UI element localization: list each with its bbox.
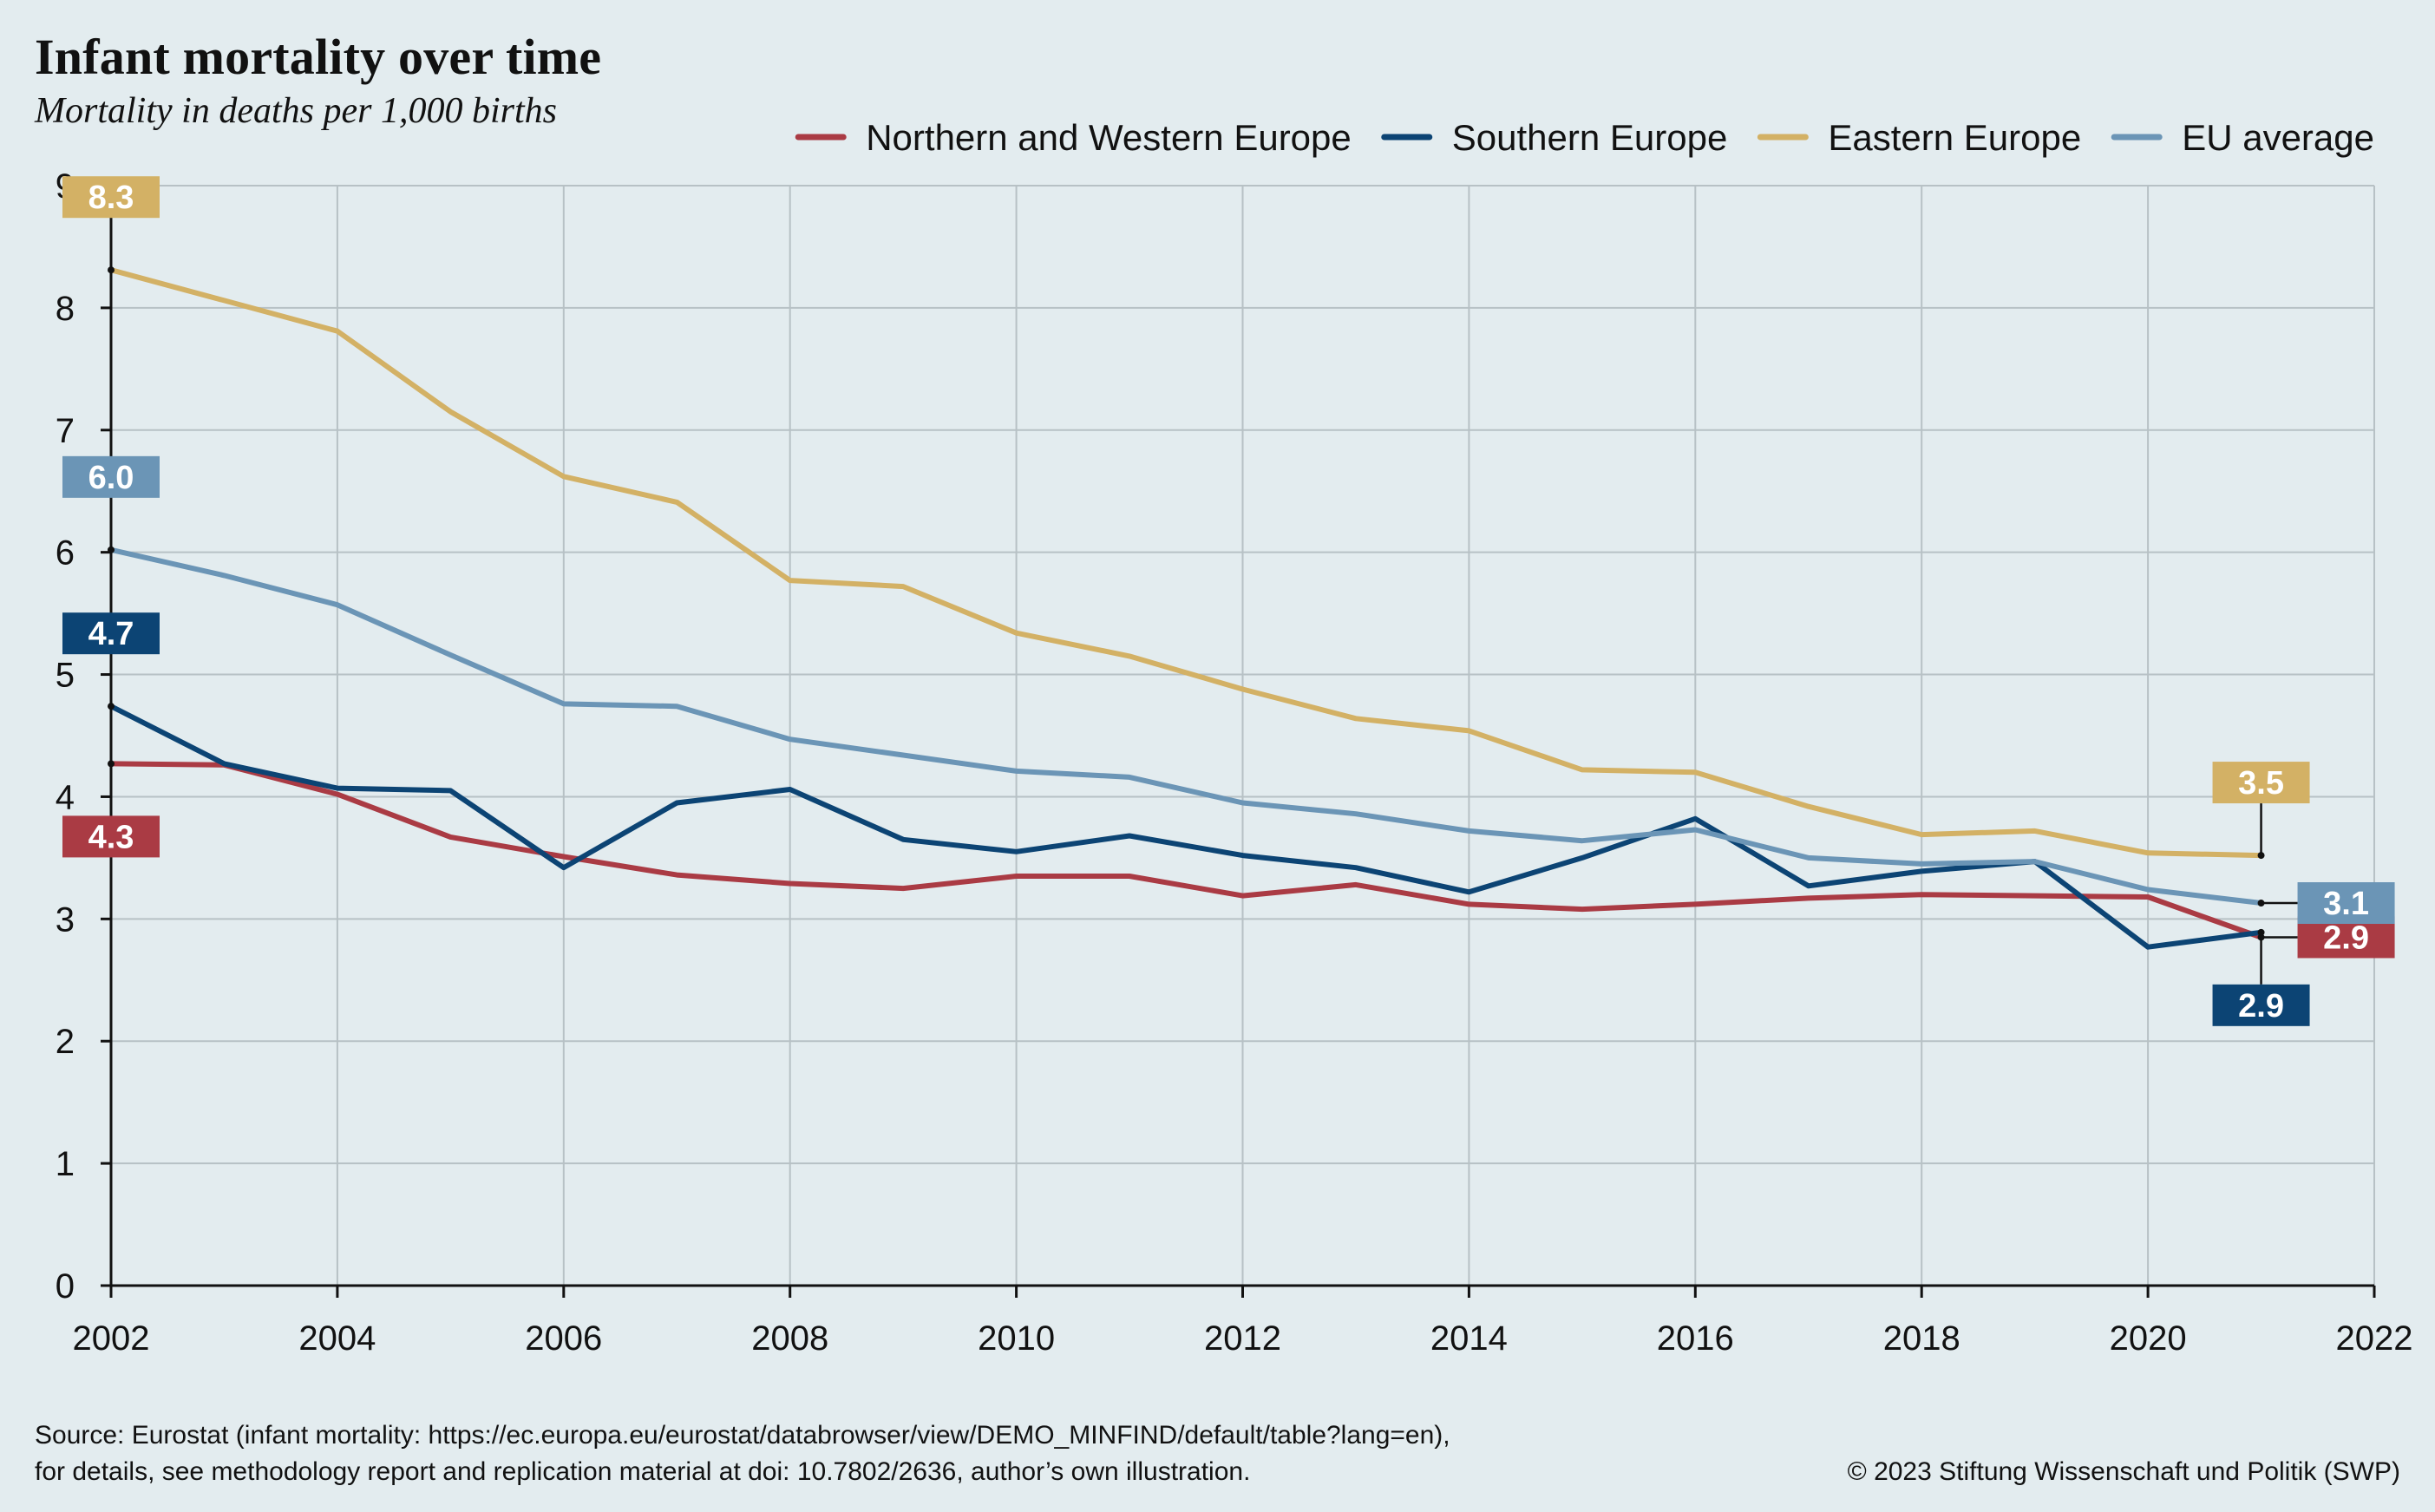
series-line <box>108 267 2264 859</box>
x-tick-label: 2010 <box>978 1319 1055 1358</box>
data-label: 4.3 <box>88 819 134 855</box>
y-tick-label: 0 <box>56 1267 75 1306</box>
data-point-marker <box>108 760 115 768</box>
data-label: 6.0 <box>88 460 134 496</box>
data-label: 3.1 <box>2323 886 2369 922</box>
x-tick-label: 2014 <box>1430 1319 1508 1358</box>
y-tick-label: 3 <box>56 900 75 939</box>
data-label-box <box>62 176 160 219</box>
y-tick-label: 1 <box>56 1145 75 1183</box>
y-tick-label: 4 <box>56 778 75 816</box>
data-label-box <box>62 815 160 858</box>
data-label-box <box>62 455 160 498</box>
data-point-marker <box>108 546 115 553</box>
x-tick-label: 2022 <box>2336 1319 2413 1358</box>
x-tick-label: 2006 <box>525 1319 602 1358</box>
x-tick-label: 2008 <box>751 1319 828 1358</box>
data-label-box <box>2212 762 2310 804</box>
series-line <box>108 704 2264 950</box>
legend-label: Eastern Europe <box>1828 117 2081 158</box>
legend-label: Northern and Western Europe <box>866 117 1352 158</box>
chart-subtitle: Mortality in deaths per 1,000 births <box>35 91 557 131</box>
y-tick-label: 7 <box>56 412 75 450</box>
y-tick-label: 2 <box>56 1023 75 1061</box>
source-line-1: Source: Eurostat (infant mortality: http… <box>35 1421 1450 1450</box>
x-tick-label: 2004 <box>298 1319 376 1358</box>
legend-label: Southern Europe <box>1452 117 1728 158</box>
data-label: 3.5 <box>2238 765 2284 802</box>
data-point-marker <box>108 703 115 710</box>
series-line <box>108 547 2264 906</box>
x-tick-label: 2020 <box>2110 1319 2187 1358</box>
y-tick-label: 5 <box>56 657 75 695</box>
data-label: 4.7 <box>88 616 134 652</box>
x-tick-label: 2002 <box>73 1319 150 1358</box>
legend-label: EU average <box>2182 117 2374 158</box>
data-label-box <box>2212 984 2310 1026</box>
data-label: 8.3 <box>88 180 134 216</box>
data-point-marker <box>2257 928 2265 936</box>
x-tick-label: 2012 <box>1204 1319 1281 1358</box>
y-tick-label: 8 <box>56 290 75 328</box>
data-label-box <box>62 612 160 655</box>
source-line-2: for details, see methodology report and … <box>35 1457 1251 1486</box>
data-label-box <box>2297 882 2395 925</box>
x-tick-label: 2018 <box>1883 1319 1960 1358</box>
data-label: 2.9 <box>2323 920 2369 956</box>
y-tick-label: 6 <box>56 534 75 573</box>
x-tick-label: 2016 <box>1657 1319 1734 1358</box>
copyright-note: © 2023 Stiftung Wissenschaft und Politik… <box>1847 1457 2400 1486</box>
series-line <box>108 761 2264 940</box>
data-point-marker <box>108 266 115 274</box>
data-label: 2.9 <box>2238 988 2284 1024</box>
chart-title: Infant mortality over time <box>35 29 602 85</box>
data-point-marker <box>2257 900 2265 907</box>
source-note: Source: Eurostat (infant mortality: http… <box>35 1417 1450 1490</box>
data-point-marker <box>2257 852 2265 860</box>
